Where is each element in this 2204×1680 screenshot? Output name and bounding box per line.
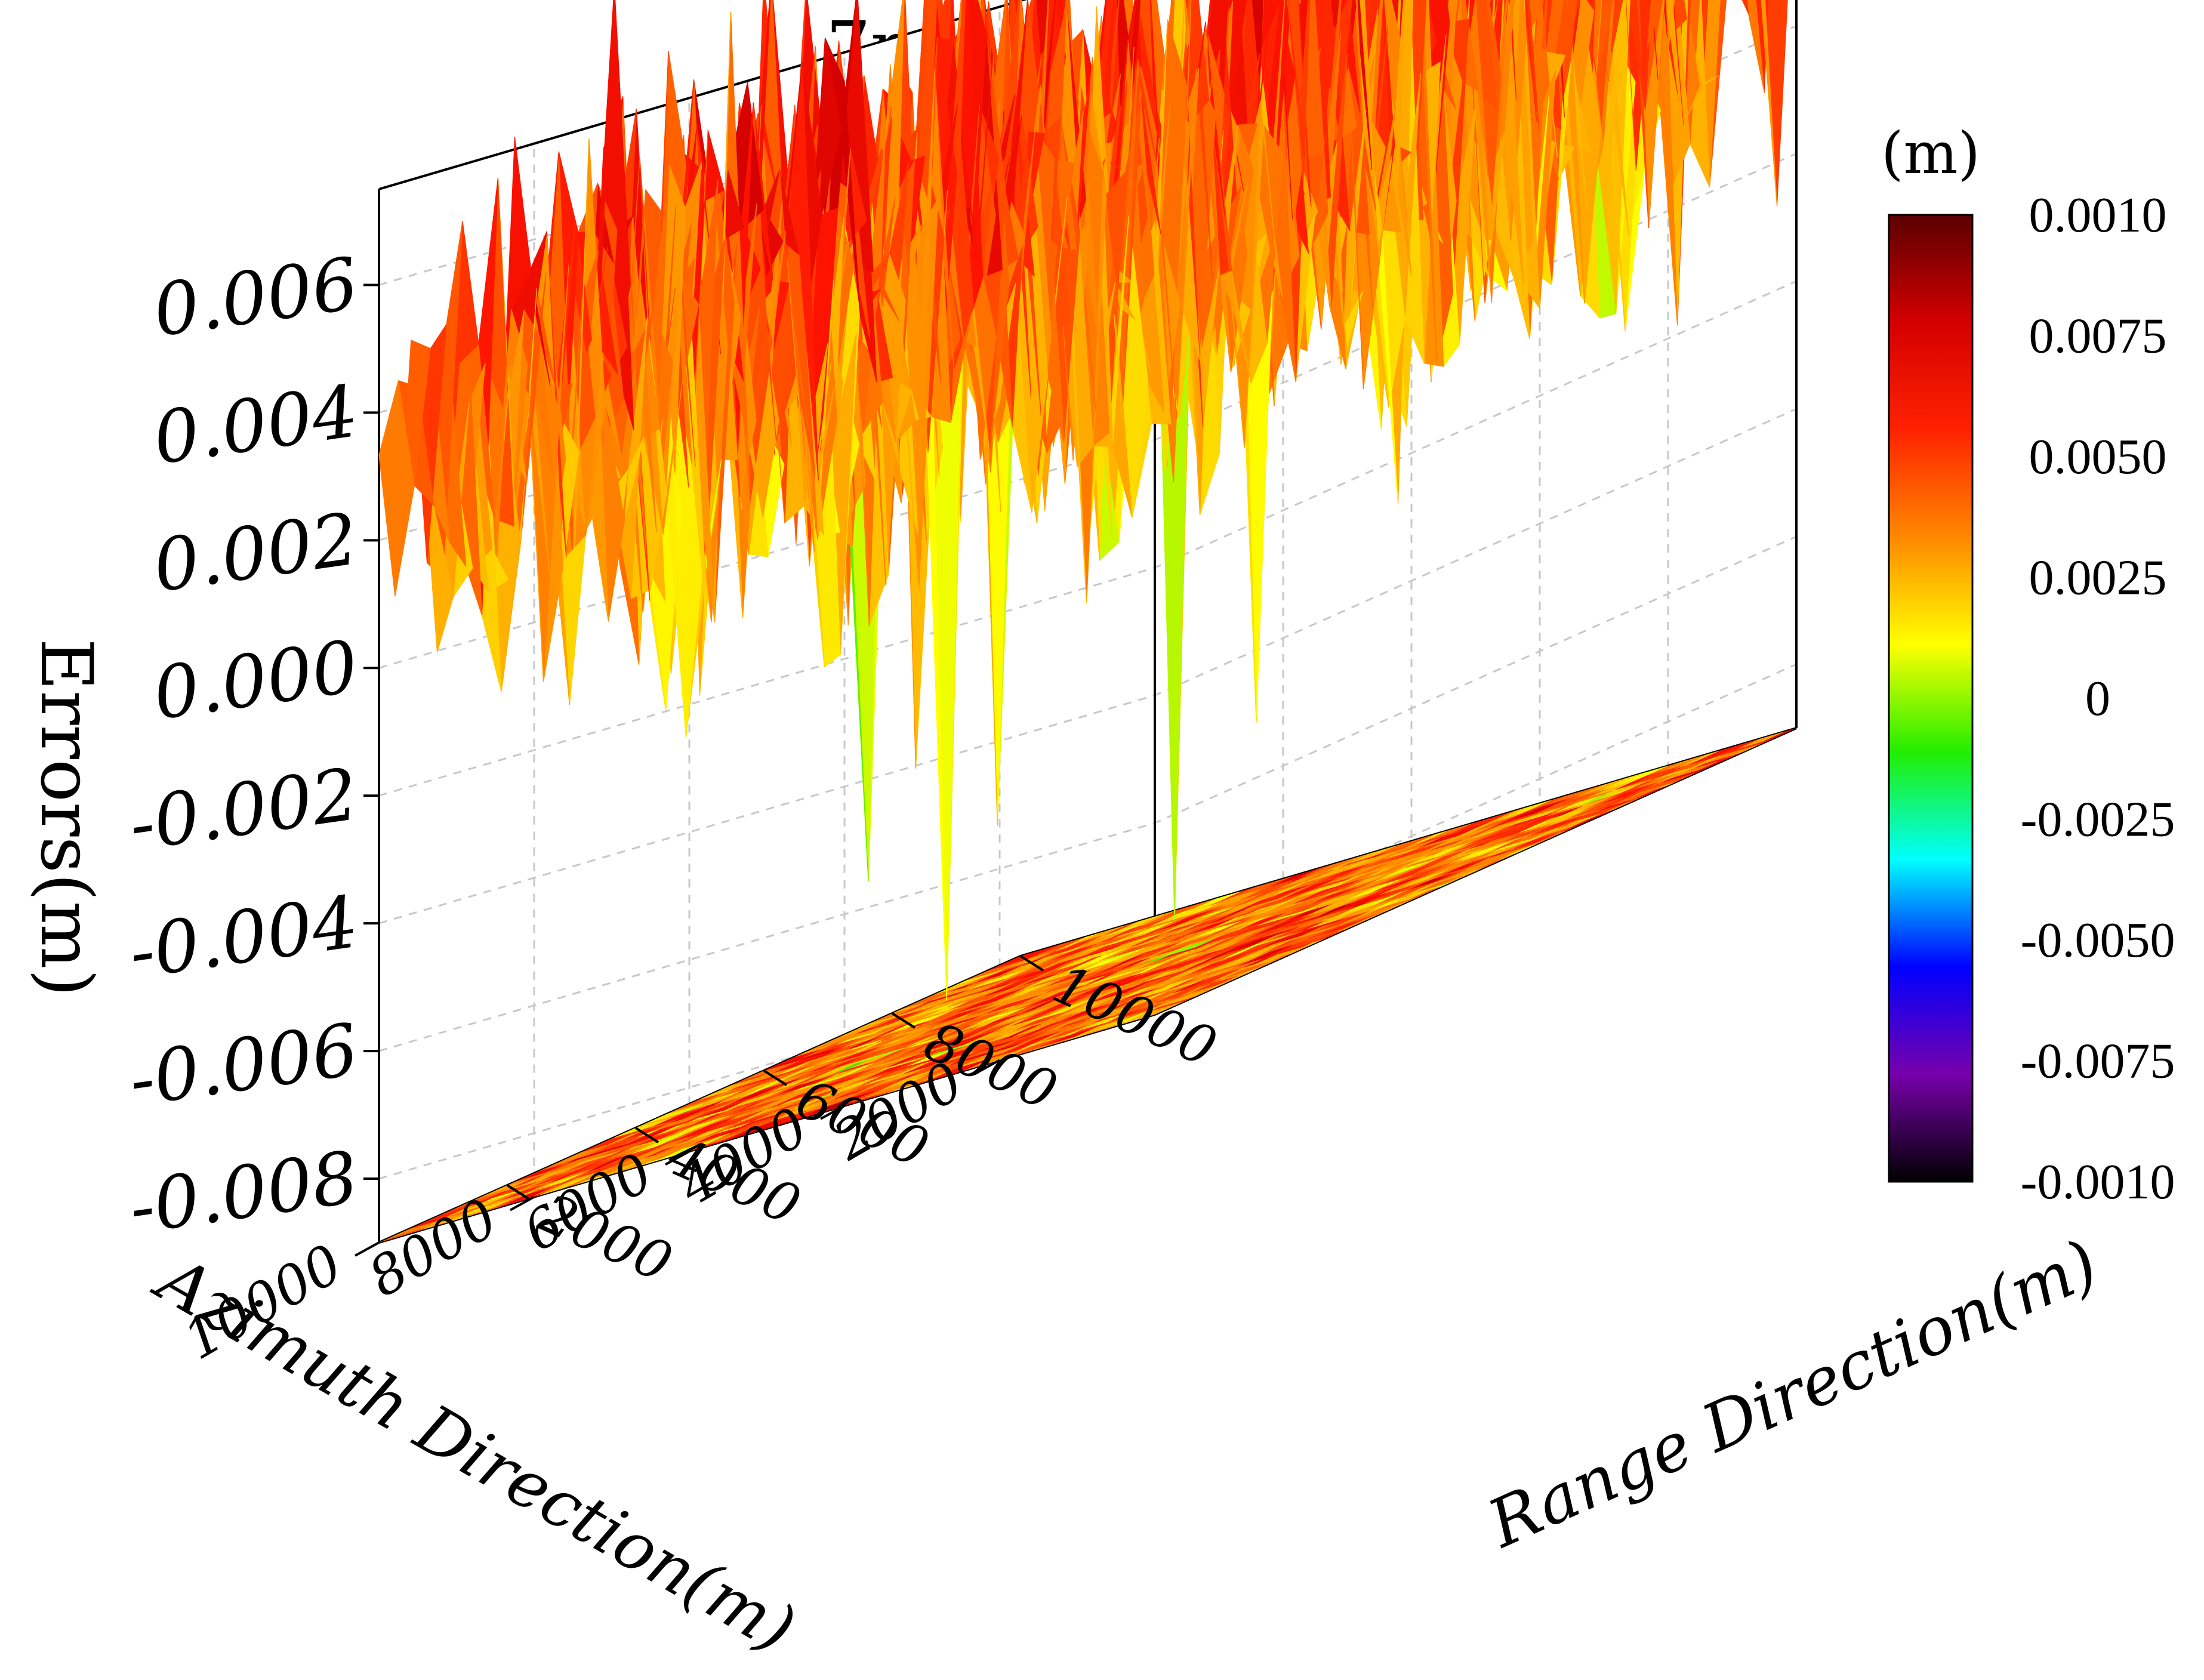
surface-chart: 7m/s Wind Speed 0.0060.0040.0020.000-0.0… xyxy=(0,0,2204,1677)
chart-root: 7m/s Wind Speed 0.0060.0040.0020.000-0.0… xyxy=(0,0,2204,1677)
